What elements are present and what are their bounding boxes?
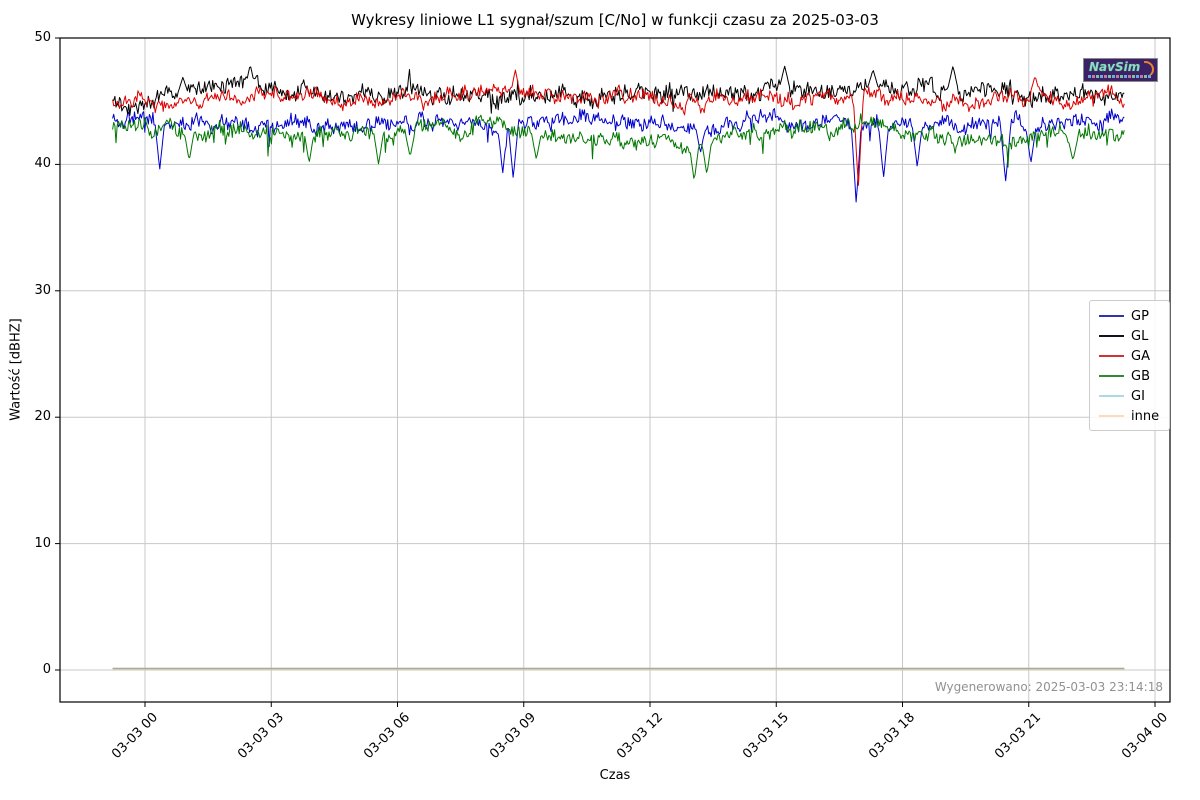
legend-entry-inne: inne xyxy=(1090,406,1169,426)
navsim-logo-text: NavSim xyxy=(1089,60,1141,74)
generated-timestamp: Wygenerowano: 2025-03-03 23:14:18 xyxy=(934,680,1163,694)
legend-label: GP xyxy=(1131,308,1149,324)
legend-line-swatch xyxy=(1099,375,1124,377)
legend-label: GI xyxy=(1131,388,1145,404)
y-tick-label: 10 xyxy=(34,535,51,551)
y-tick-label: 0 xyxy=(42,662,51,677)
series-line-GA xyxy=(112,69,1125,186)
legend-label: GL xyxy=(1131,328,1149,344)
chart-title: Wykresy liniowe L1 sygnał/szum [C/No] w … xyxy=(351,11,879,29)
chart-legend: GP GL GA GB GI inne xyxy=(1089,300,1170,431)
legend-entry-GI: GI xyxy=(1090,386,1169,406)
legend-label: inne xyxy=(1131,408,1160,424)
legend-line-swatch xyxy=(1099,335,1124,337)
y-tick-label: 20 xyxy=(34,409,51,425)
series-line-GP xyxy=(112,108,1125,203)
y-tick-label: 30 xyxy=(34,282,51,298)
legend-line-swatch xyxy=(1099,355,1124,357)
legend-line-swatch xyxy=(1099,415,1124,417)
y-tick-label: 40 xyxy=(34,156,51,172)
navsim-logo: NavSim xyxy=(1083,58,1158,82)
plot-border xyxy=(59,37,1171,703)
legend-entry-GP: GP xyxy=(1090,306,1169,326)
series-line-GB xyxy=(112,113,1125,179)
legend-entry-GA: GA xyxy=(1090,346,1169,366)
legend-entry-GL: GL xyxy=(1090,326,1169,346)
legend-label: GB xyxy=(1131,368,1150,384)
series-line-GL xyxy=(112,65,1125,116)
legend-label: GA xyxy=(1131,348,1150,364)
legend-line-swatch xyxy=(1099,395,1124,397)
legend-entry-GB: GB xyxy=(1090,366,1169,386)
logo-tagline-strip xyxy=(1088,75,1152,78)
y-tick-label: 50 xyxy=(34,30,51,45)
legend-line-swatch xyxy=(1099,315,1124,317)
x-axis-label: Czas xyxy=(599,768,631,783)
